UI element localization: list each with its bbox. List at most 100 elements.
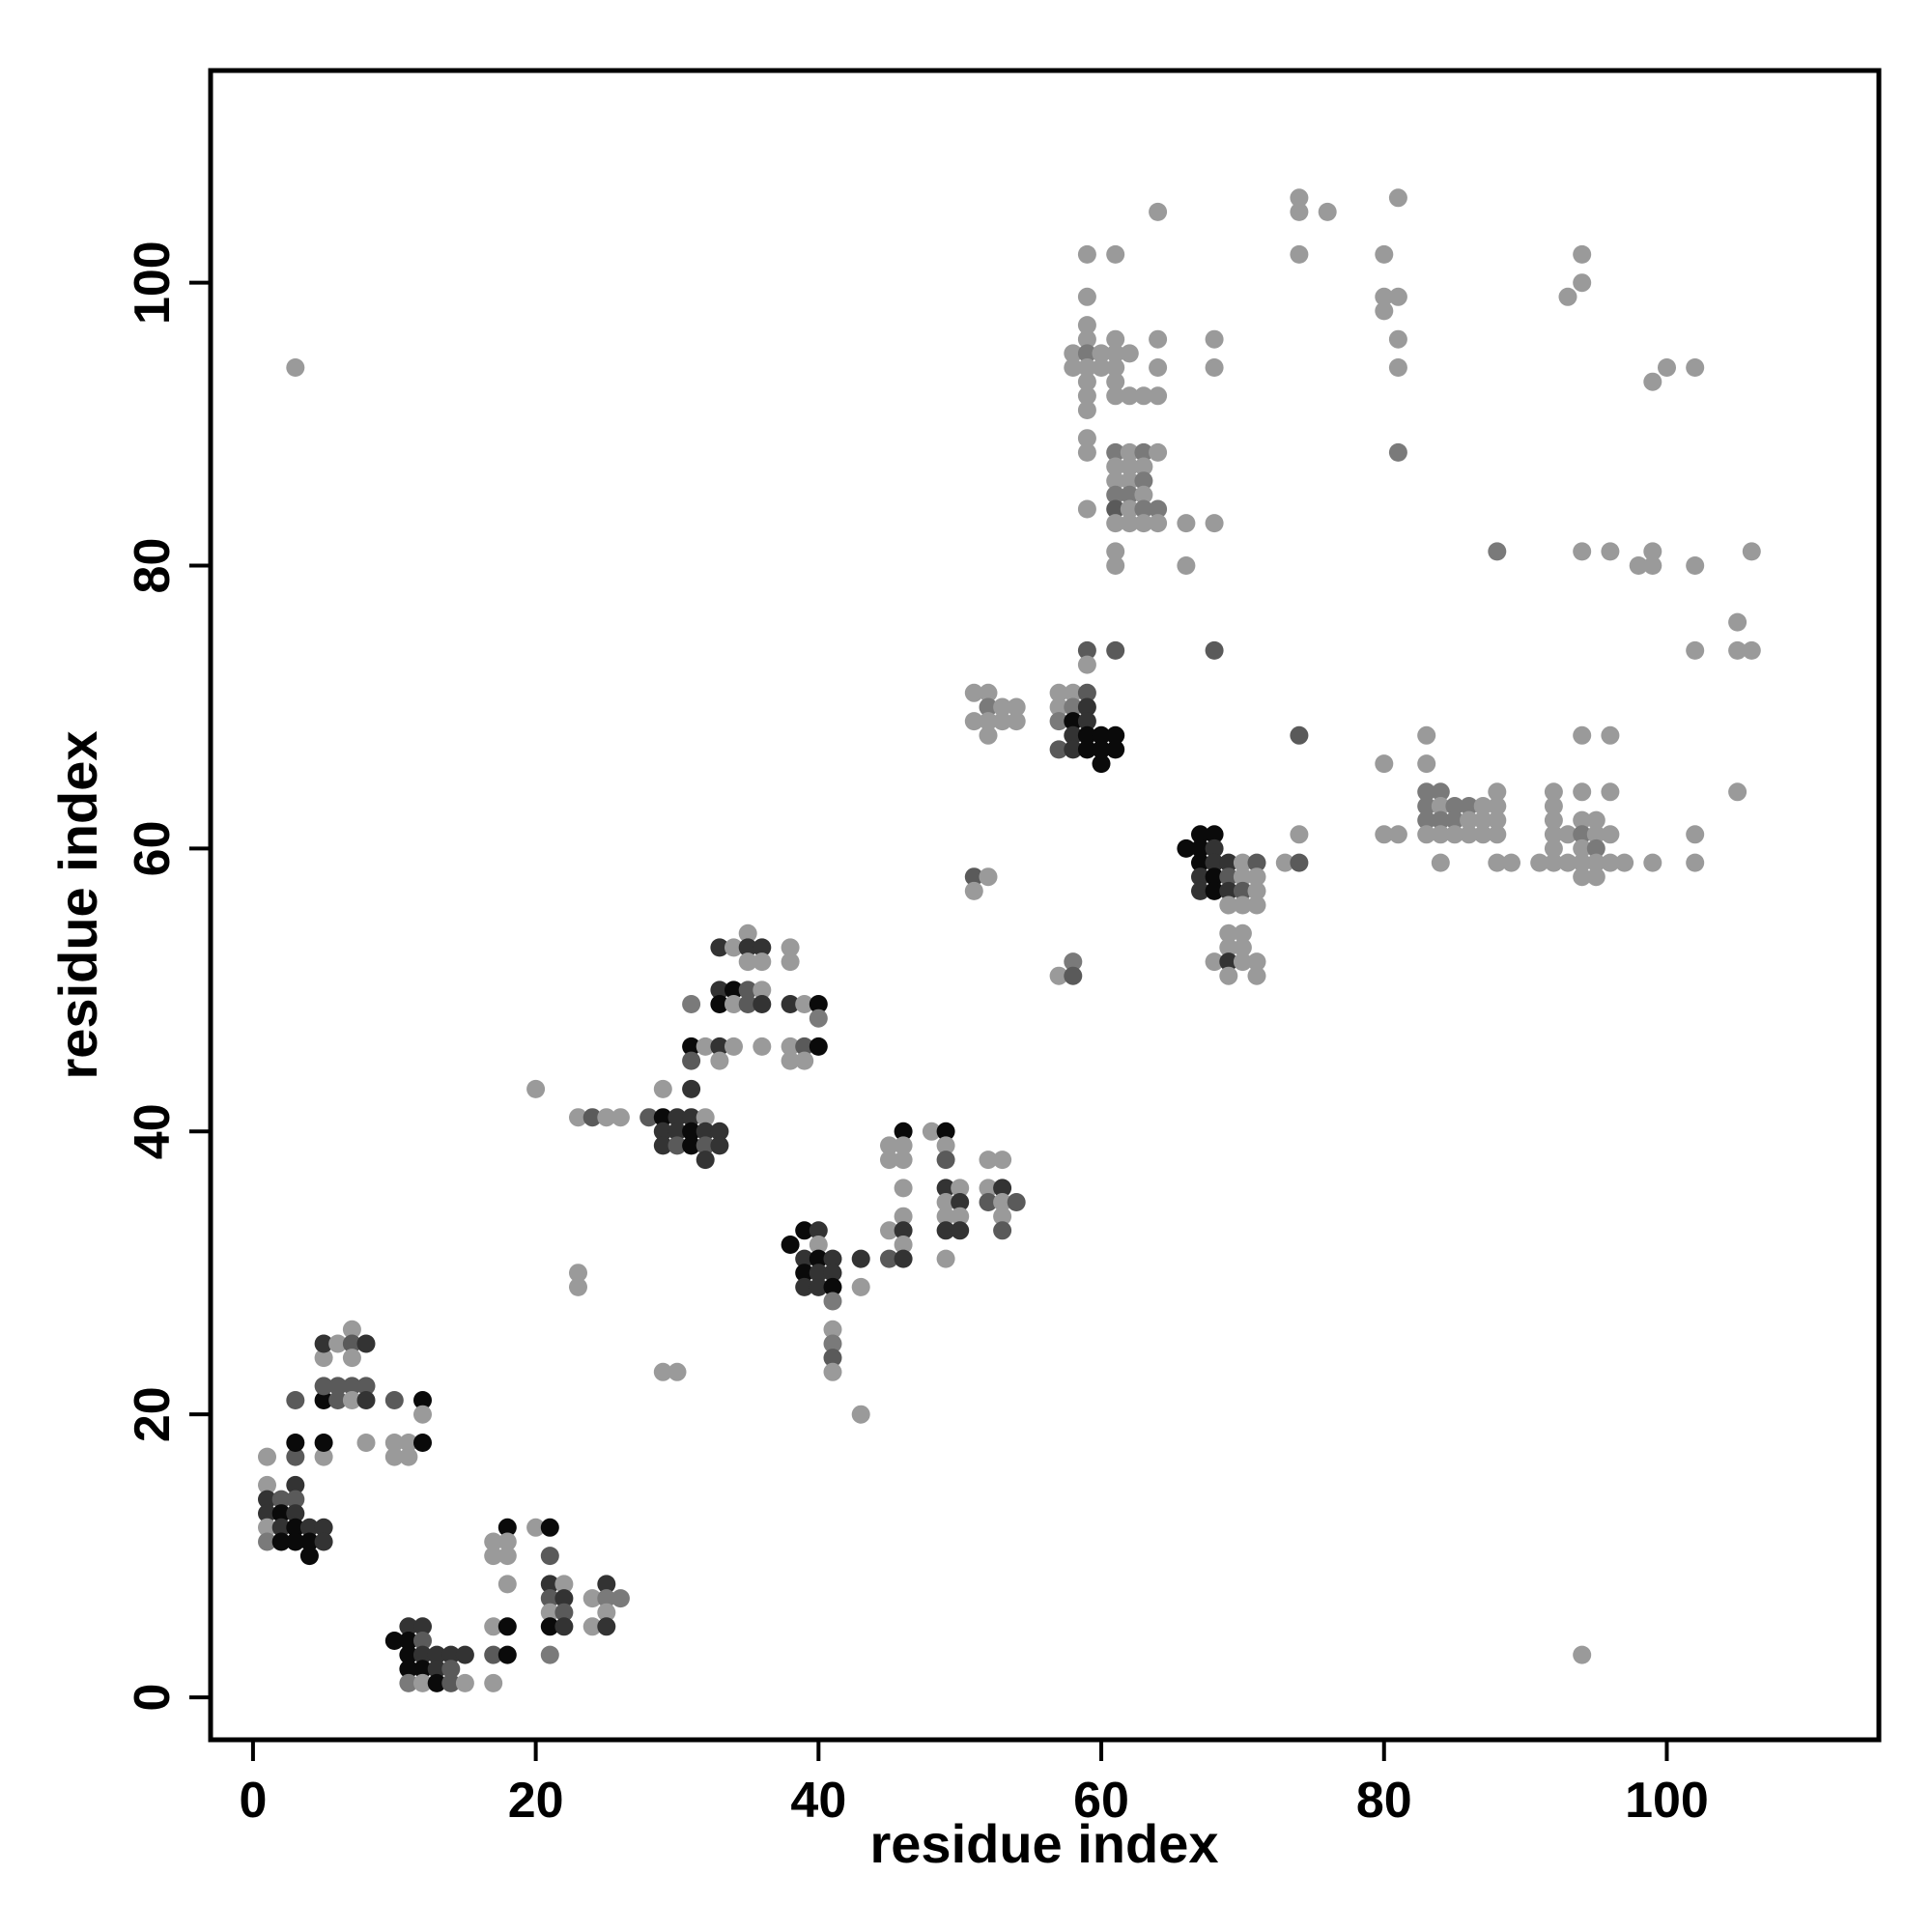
contact-point bbox=[1077, 683, 1096, 702]
contact-point bbox=[1601, 825, 1620, 844]
contact-point bbox=[540, 1603, 559, 1622]
contact-point bbox=[710, 938, 729, 957]
contact-point bbox=[540, 1575, 559, 1594]
contact-point bbox=[1134, 471, 1153, 491]
contact-point bbox=[1106, 358, 1125, 377]
contact-point bbox=[724, 995, 743, 1013]
contact-point bbox=[1417, 754, 1436, 774]
contact-point bbox=[1290, 825, 1309, 844]
contact-point bbox=[1488, 797, 1507, 815]
contact-point bbox=[809, 995, 828, 1013]
contact-point bbox=[1573, 273, 1592, 293]
contact-point bbox=[1473, 825, 1492, 844]
contact-point bbox=[299, 1547, 319, 1566]
contact-point bbox=[540, 1645, 559, 1664]
contact-point bbox=[1064, 712, 1083, 731]
contact-point bbox=[497, 1532, 517, 1551]
contact-point bbox=[611, 1108, 630, 1127]
y-axis-title: residue index bbox=[47, 730, 108, 1079]
contact-point bbox=[1573, 867, 1592, 887]
contact-point bbox=[497, 1518, 517, 1537]
contact-point bbox=[342, 1377, 361, 1396]
contact-point bbox=[951, 1221, 970, 1240]
contact-point bbox=[597, 1575, 616, 1594]
contact-point bbox=[1586, 810, 1605, 830]
contact-point bbox=[979, 867, 998, 887]
contact-point bbox=[286, 1490, 305, 1509]
contact-point bbox=[1290, 853, 1309, 872]
contact-point bbox=[993, 1179, 1012, 1198]
contact-point bbox=[1120, 386, 1139, 406]
contact-point bbox=[1092, 740, 1111, 759]
contact-point bbox=[1177, 514, 1196, 533]
contact-point bbox=[696, 1151, 715, 1170]
contact-point bbox=[597, 1603, 616, 1622]
contact-point bbox=[1205, 867, 1224, 887]
contact-point bbox=[582, 1617, 602, 1636]
contact-point bbox=[1573, 810, 1592, 830]
contact-point bbox=[286, 1518, 305, 1537]
contact-point bbox=[1460, 797, 1479, 815]
contact-point bbox=[653, 1108, 672, 1127]
contact-point bbox=[1233, 952, 1252, 972]
contact-point bbox=[441, 1673, 461, 1692]
contact-point bbox=[328, 1391, 348, 1409]
contact-point bbox=[753, 980, 772, 1000]
contact-point bbox=[1643, 542, 1662, 561]
contact-point bbox=[1558, 853, 1577, 872]
contact-point bbox=[1064, 358, 1083, 377]
contact-point bbox=[738, 938, 757, 957]
contact-point bbox=[1205, 514, 1224, 533]
contact-point bbox=[1064, 697, 1083, 717]
contact-point bbox=[554, 1589, 574, 1608]
contact-point bbox=[413, 1660, 432, 1679]
contact-point bbox=[1219, 923, 1238, 943]
points-layer bbox=[258, 188, 1761, 1692]
contact-point bbox=[894, 1122, 913, 1141]
contact-point bbox=[936, 1179, 955, 1198]
contact-point bbox=[1106, 499, 1125, 519]
contact-point bbox=[1120, 442, 1139, 462]
contact-point bbox=[484, 1673, 503, 1692]
contact-point bbox=[1728, 612, 1747, 632]
contact-point bbox=[1077, 640, 1096, 660]
contact-point bbox=[993, 1221, 1012, 1240]
contact-point bbox=[1375, 287, 1394, 306]
contact-point bbox=[286, 1434, 305, 1452]
contact-point bbox=[1120, 457, 1139, 476]
contact-point bbox=[582, 1589, 602, 1608]
contact-point bbox=[936, 1249, 955, 1268]
contact-point bbox=[356, 1334, 376, 1353]
contact-point bbox=[384, 1391, 404, 1409]
contact-point bbox=[1431, 825, 1450, 844]
contact-point bbox=[1191, 853, 1209, 872]
contact-point bbox=[753, 938, 772, 957]
contact-point bbox=[724, 938, 743, 957]
contact-point bbox=[484, 1617, 503, 1636]
contact-point bbox=[1134, 386, 1153, 406]
contact-point bbox=[1149, 442, 1168, 462]
contact-point bbox=[710, 1037, 729, 1056]
contact-point bbox=[781, 938, 800, 957]
contact-point bbox=[964, 712, 983, 731]
contact-point bbox=[738, 980, 757, 1000]
contact-point bbox=[682, 1122, 701, 1141]
contact-point bbox=[682, 1079, 701, 1098]
contact-point bbox=[753, 995, 772, 1013]
contact-point bbox=[1233, 853, 1252, 872]
contact-point bbox=[1573, 244, 1592, 264]
contact-point bbox=[823, 1349, 842, 1368]
contact-point bbox=[964, 867, 983, 887]
contact-point bbox=[781, 1051, 800, 1070]
contact-point bbox=[894, 1136, 913, 1155]
contact-point bbox=[1106, 640, 1125, 660]
contact-point bbox=[1106, 244, 1125, 264]
contact-point bbox=[258, 1518, 276, 1537]
contact-point bbox=[1558, 825, 1577, 844]
contact-point bbox=[540, 1589, 559, 1608]
contact-point bbox=[795, 1249, 814, 1268]
contact-point bbox=[724, 1037, 743, 1056]
contact-point bbox=[1106, 329, 1125, 349]
contact-point bbox=[271, 1518, 291, 1537]
contact-point bbox=[1573, 838, 1592, 858]
